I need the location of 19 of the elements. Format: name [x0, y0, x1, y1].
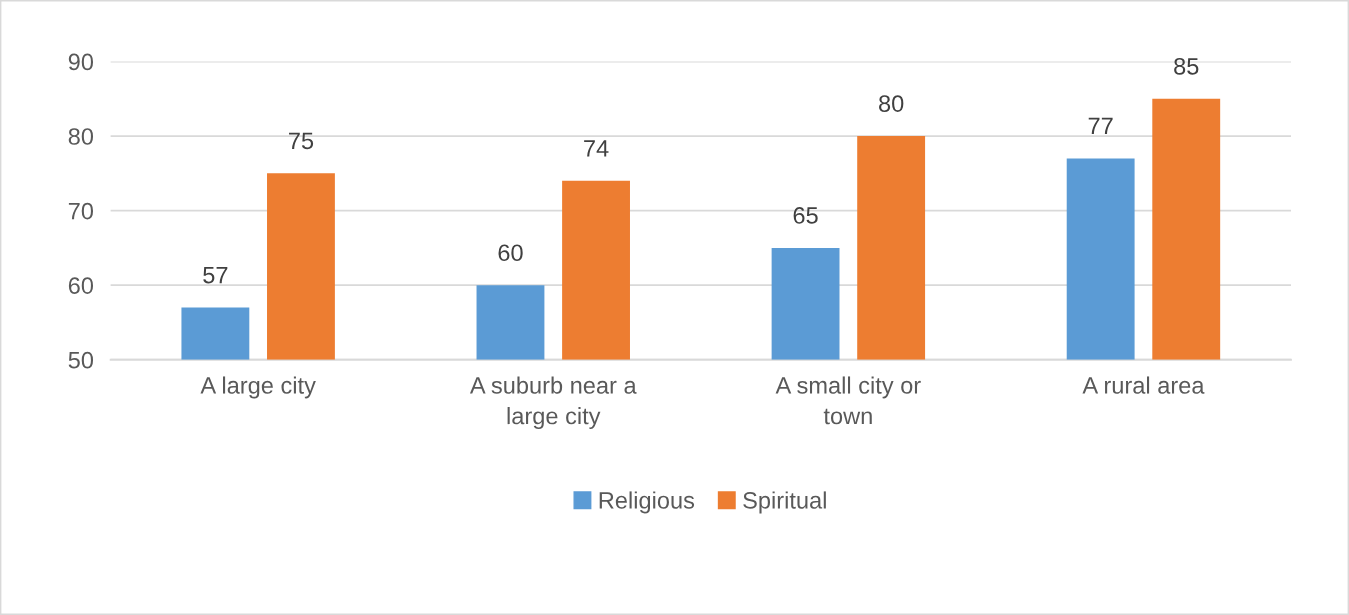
x-tick-label: A rural area [1082, 376, 1205, 394]
data-label: 85 [1174, 57, 1199, 75]
legend-label: Religious [599, 491, 695, 514]
data-label: 77 [1088, 117, 1113, 135]
x-tick-label: A large city [200, 376, 316, 399]
data-label: 80 [879, 95, 904, 112]
x-tick-label: A suburb near a large city [469, 376, 637, 430]
data-label: 60 [498, 244, 523, 262]
y-tick-label: 70 [68, 202, 94, 220]
y-tick-label: 50 [68, 351, 94, 369]
y-tick-label: 80 [68, 128, 94, 145]
data-label: 65 [793, 207, 818, 224]
y-tick-label: 60 [68, 277, 94, 294]
data-label: 75 [289, 132, 314, 150]
data-label: 74 [584, 140, 609, 157]
y-tick-label: 90 [68, 53, 94, 71]
data-label: 57 [203, 266, 228, 284]
legend-label: Spiritual [743, 491, 826, 514]
x-tick-label: A small city or town [775, 376, 921, 425]
